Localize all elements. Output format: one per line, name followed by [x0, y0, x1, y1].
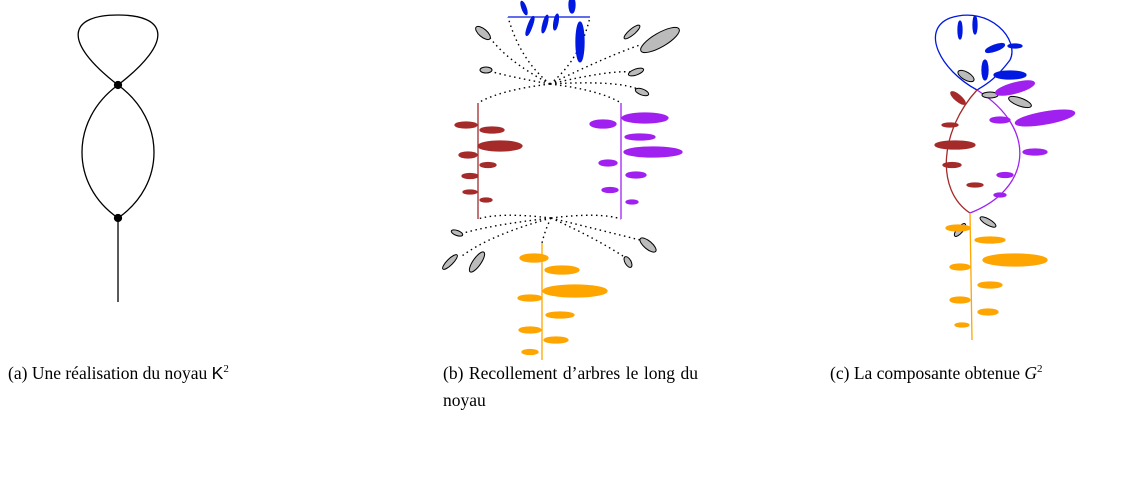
- caption-text: La composante obtenue: [854, 363, 1020, 383]
- glued-trees-drawing: [441, 0, 683, 360]
- figure-page: (a) Une réalisation du noyau K2 (b) Reco…: [0, 0, 1132, 479]
- caption-a: (a) Une réalisation du noyau K2: [8, 360, 266, 387]
- caption-superscript: 2: [223, 363, 229, 375]
- caption-c: (c) La composante obtenue G2: [830, 360, 1122, 387]
- caption-text: Une réalisation du noyau: [32, 363, 207, 383]
- caption-superscript: 2: [1037, 363, 1043, 375]
- caption-label: (b): [443, 363, 463, 383]
- caption-text: Recollement d’arbres le long du noyau: [443, 363, 698, 410]
- caption-b: (b) Recollement d’arbres le long du noya…: [443, 360, 698, 414]
- component-drawing: [935, 15, 1076, 340]
- caption-label: (a): [8, 363, 27, 383]
- figures: [0, 0, 1132, 360]
- caption-label: (c): [830, 363, 849, 383]
- caption-symbol: G: [1024, 363, 1037, 383]
- caption-symbol: K: [212, 363, 224, 383]
- kernel-drawing: [78, 15, 158, 302]
